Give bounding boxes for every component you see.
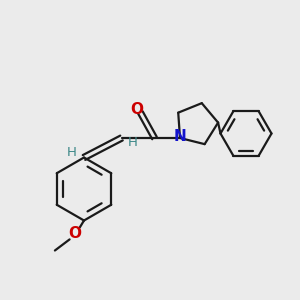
Text: N: N [174,129,186,144]
Text: H: H [128,136,138,149]
Text: O: O [68,226,81,242]
Text: H: H [67,146,76,159]
Text: O: O [130,102,143,117]
